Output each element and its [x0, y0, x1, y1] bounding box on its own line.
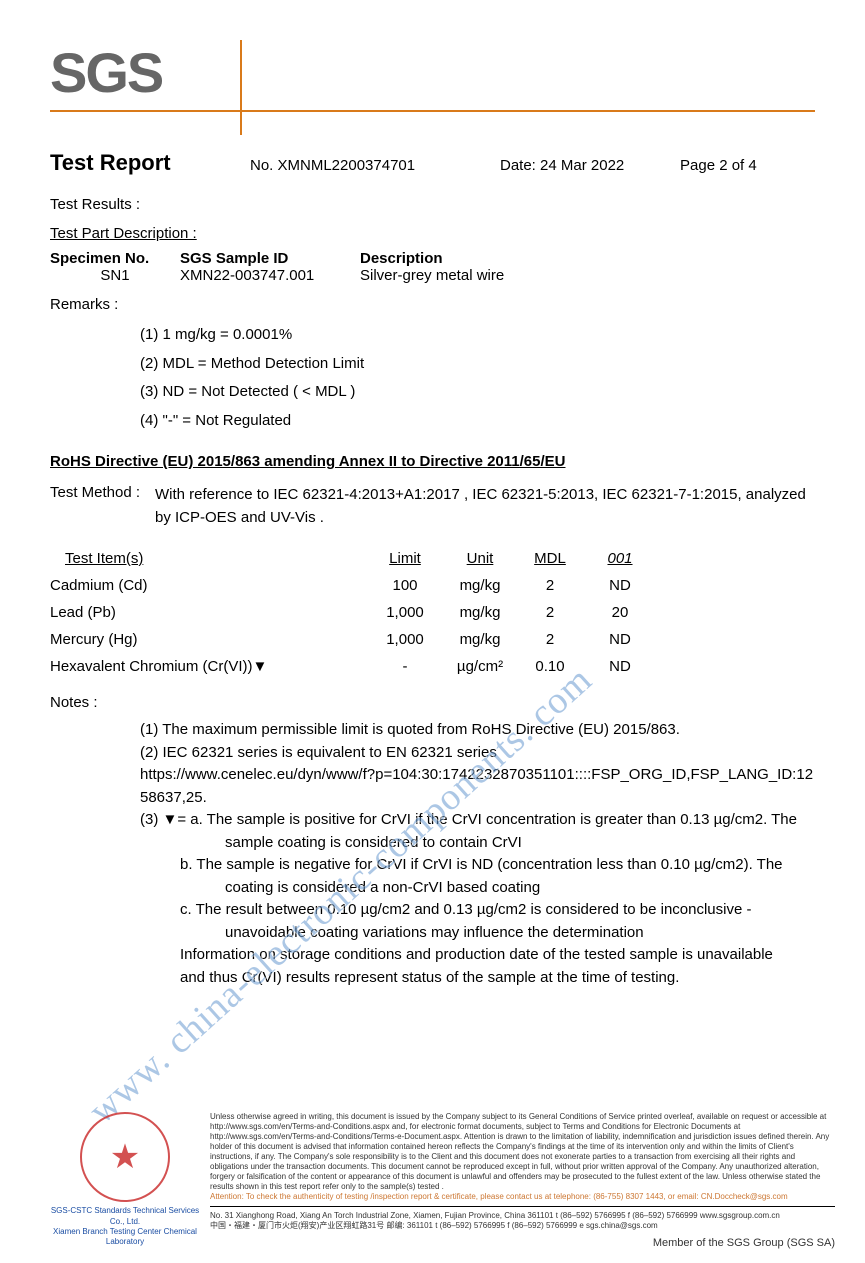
cell-unit: mg/kg: [440, 599, 520, 626]
specimen-desc: Silver-grey metal wire: [360, 267, 815, 284]
cell-item: Cadmium (Cd): [50, 572, 370, 599]
head-limit: Limit: [370, 545, 440, 572]
footer-sep: [210, 1206, 835, 1207]
cell-unit: mg/kg: [440, 572, 520, 599]
cell-res: ND: [580, 653, 660, 680]
specimen-sn: SN1: [50, 267, 180, 284]
cell-res: 20: [580, 599, 660, 626]
notes-label: Notes :: [50, 694, 815, 711]
logo-line-v: [240, 40, 242, 135]
specimen-row: SN1 XMN22-003747.001 Silver-grey metal w…: [50, 267, 815, 284]
head-mdl: MDL: [520, 545, 580, 572]
note-line: https://www.cenelec.eu/dyn/www/f?p=104:3…: [140, 764, 815, 809]
head-item: Test Item(s): [50, 545, 370, 572]
stamp-co1: SGS-CSTC Standards Technical Services Co…: [50, 1206, 200, 1227]
method-text: With reference to IEC 62321-4:2013+A1:20…: [155, 484, 815, 529]
note-line: Information on storage conditions and pr…: [140, 944, 815, 967]
col-sid-head: SGS Sample ID: [180, 250, 360, 267]
remark-item: (2) MDL = Method Detection Limit: [140, 350, 815, 379]
addr-en: No. 31 Xianghong Road, Xiang An Torch In…: [210, 1211, 835, 1221]
cell-limit: 1,000: [370, 626, 440, 653]
note-line: coating is considered a non-CrVI based c…: [140, 877, 815, 900]
header-row: Test Report No. XMNML2200374701 Date: 24…: [50, 150, 815, 176]
note-line: b. The sample is negative for CrVI if Cr…: [140, 854, 815, 877]
note-line: unavoidable coating variations may influ…: [140, 922, 815, 945]
specimen-head: Specimen No. SGS Sample ID Description: [50, 250, 815, 267]
results-row: Mercury (Hg)1,000mg/kg2ND: [50, 626, 815, 653]
head-unit: Unit: [440, 545, 520, 572]
logo-line-h: [50, 110, 815, 112]
specimen-sid: XMN22-003747.001: [180, 267, 360, 284]
cell-item: Lead (Pb): [50, 599, 370, 626]
cell-limit: 1,000: [370, 599, 440, 626]
results-row: Cadmium (Cd)100mg/kg2ND: [50, 572, 815, 599]
note-line: and thus Cr(VI) results represent status…: [140, 967, 815, 990]
notes-block: (1) The maximum permissible limit is quo…: [50, 719, 815, 989]
footer: ★ SGS-CSTC Standards Technical Services …: [50, 1112, 835, 1251]
cell-limit: 100: [370, 572, 440, 599]
report-no-label: No.: [250, 157, 278, 174]
remarks-label: Remarks :: [50, 296, 815, 313]
report-title: Test Report: [50, 150, 250, 176]
stamp-circle: ★: [80, 1112, 170, 1202]
method-label: Test Method :: [50, 484, 155, 529]
results-row: Hexavalent Chromium (Cr(VI))▼-µg/cm²0.10…: [50, 653, 815, 680]
cell-res: ND: [580, 572, 660, 599]
results-row: Lead (Pb)1,000mg/kg220: [50, 599, 815, 626]
member-line: Member of the SGS Group (SGS SA): [210, 1231, 835, 1251]
cell-item: Hexavalent Chromium (Cr(VI))▼: [50, 653, 370, 680]
addr-cn: 中国・福建・厦门市火炬(翔安)产业区翔虹路31号 邮编: 361101 t (8…: [210, 1221, 835, 1231]
cell-limit: -: [370, 653, 440, 680]
note-line: (3) ▼= a. The sample is positive for CrV…: [140, 809, 815, 832]
logo: SGS: [50, 40, 815, 130]
head-res: 001: [580, 545, 660, 572]
page-number: Page 2 of 4: [680, 157, 757, 174]
cell-mdl: 0.10: [520, 653, 580, 680]
cell-unit: mg/kg: [440, 626, 520, 653]
report-no-value: XMNML2200374701: [278, 157, 416, 174]
col-desc-head: Description: [360, 250, 815, 267]
logo-text: SGS: [50, 41, 162, 104]
cell-mdl: 2: [520, 572, 580, 599]
footer-text: Unless otherwise agreed in writing, this…: [210, 1112, 835, 1251]
note-line: c. The result between 0.10 µg/cm2 and 0.…: [140, 899, 815, 922]
date-value: 24 Mar 2022: [540, 157, 624, 174]
stamp-co2: Xiamen Branch Testing Center Chemical La…: [50, 1227, 200, 1248]
cell-res: ND: [580, 626, 660, 653]
remarks-list: (1) 1 mg/kg = 0.0001% (2) MDL = Method D…: [50, 321, 815, 435]
note-line: (2) IEC 62321 series is equivalent to EN…: [140, 742, 815, 765]
cell-item: Mercury (Hg): [50, 626, 370, 653]
part-desc-label: Test Part Description :: [50, 225, 815, 242]
results-head: Test Item(s) Limit Unit MDL 001: [50, 545, 815, 572]
report-date: Date: 24 Mar 2022: [500, 157, 680, 174]
note-line: (1) The maximum permissible limit is quo…: [140, 719, 815, 742]
page: SGS Test Report No. XMNML2200374701 Date…: [0, 0, 865, 1263]
remark-item: (1) 1 mg/kg = 0.0001%: [140, 321, 815, 350]
disclaimer: Unless otherwise agreed in writing, this…: [210, 1112, 835, 1192]
cell-unit: µg/cm²: [440, 653, 520, 680]
cell-mdl: 2: [520, 599, 580, 626]
stamp: ★ SGS-CSTC Standards Technical Services …: [50, 1112, 200, 1251]
directive-title: RoHS Directive (EU) 2015/863 amending An…: [50, 453, 815, 470]
remark-item: (3) ND = Not Detected ( < MDL ): [140, 378, 815, 407]
method-row: Test Method : With reference to IEC 6232…: [50, 484, 815, 529]
report-no: No. XMNML2200374701: [250, 157, 500, 174]
results-table: Test Item(s) Limit Unit MDL 001 Cadmium …: [50, 545, 815, 680]
star-icon: ★: [110, 1136, 140, 1179]
note-line: sample coating is considered to contain …: [140, 832, 815, 855]
col-sn-head: Specimen No.: [50, 250, 180, 267]
results-label: Test Results :: [50, 196, 815, 213]
specimen-table: Specimen No. SGS Sample ID Description S…: [50, 250, 815, 284]
remark-item: (4) "-" = Not Regulated: [140, 407, 815, 436]
cell-mdl: 2: [520, 626, 580, 653]
date-label: Date:: [500, 157, 540, 174]
attention: Attention: To check the authenticity of …: [210, 1192, 835, 1202]
